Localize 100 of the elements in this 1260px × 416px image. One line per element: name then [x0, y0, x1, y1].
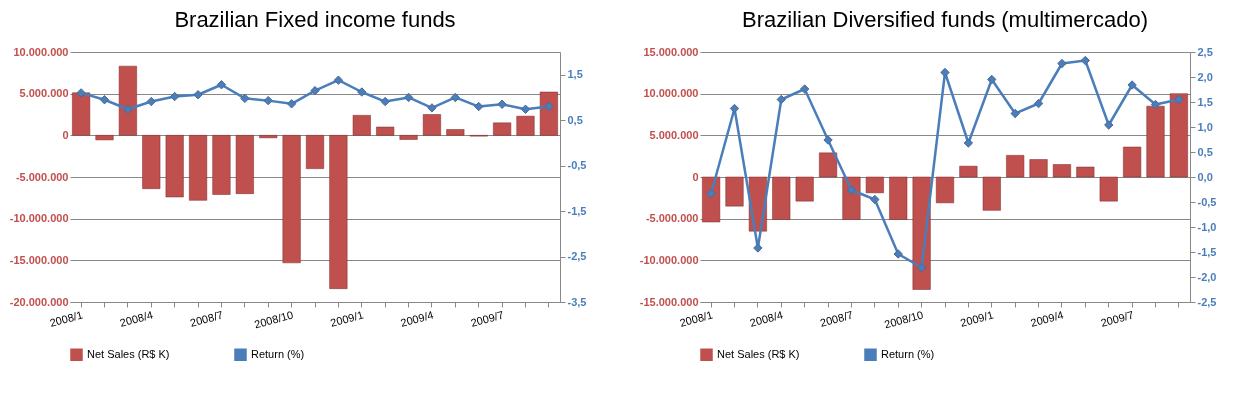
point	[846, 185, 857, 195]
y-tick-label: 0	[62, 128, 69, 141]
bar	[865, 176, 884, 194]
bar	[1099, 176, 1118, 202]
point	[216, 80, 227, 90]
y2-tick-label: -0,5	[567, 159, 587, 172]
point	[333, 75, 344, 85]
x-tick-label: 2008/1	[48, 308, 84, 329]
bar	[889, 176, 908, 220]
point	[893, 249, 903, 259]
point	[729, 103, 740, 114]
y2-tick-label: -2,5	[1197, 295, 1217, 308]
y2-tick-label: -2,0	[1197, 270, 1217, 283]
bar	[795, 176, 814, 202]
y-tick-label: -5.000.000	[645, 212, 699, 225]
point	[403, 92, 414, 103]
point	[99, 95, 110, 105]
y-tick-label: 5.000.000	[649, 128, 699, 141]
y-tick-label: -15.000.000	[639, 295, 699, 308]
y2-tick-label: 0,0	[1197, 170, 1213, 183]
bar	[399, 135, 418, 140]
bar	[819, 152, 838, 178]
y-tick-label: -5.000.000	[15, 170, 69, 183]
x-tick-label: 2009/4	[1029, 308, 1065, 329]
bar	[1029, 159, 1048, 178]
y2-tick-label: 2,0	[1197, 70, 1213, 83]
y2-tick-label: 2,5	[1197, 45, 1213, 58]
y-tick-label: 0	[692, 170, 699, 183]
point	[123, 104, 133, 114]
bar	[72, 92, 91, 136]
y2-tick-label: 1,0	[1197, 120, 1213, 133]
y2-tick-label: 1,5	[1197, 95, 1213, 108]
bar	[1006, 155, 1025, 178]
x-tick-label: 2009/1	[329, 308, 365, 329]
point	[1057, 58, 1067, 69]
chart-title: Brazilian Fixed income funds	[174, 7, 456, 32]
y-tick-label: 15.000.000	[643, 45, 699, 58]
chart-title: Brazilian Diversified funds (multimercado)	[742, 7, 1148, 32]
y2-tick-label: -1,5	[567, 204, 587, 217]
point	[450, 92, 461, 103]
x-tick-label: 2009/4	[399, 308, 435, 329]
legend-label: Return (%)	[881, 347, 935, 360]
point	[240, 93, 250, 104]
x-tick-label: 2009/7	[1099, 308, 1135, 329]
bar	[329, 135, 348, 289]
point	[146, 96, 156, 107]
point	[357, 87, 367, 97]
x-tick-label: 2009/1	[959, 308, 995, 329]
point	[263, 95, 273, 106]
point	[169, 91, 180, 102]
point	[520, 104, 531, 114]
bar	[235, 135, 254, 194]
point	[799, 84, 810, 94]
bar	[189, 135, 208, 201]
bar	[305, 135, 325, 169]
point	[76, 88, 86, 98]
point	[753, 243, 763, 253]
point	[1010, 108, 1020, 119]
y2-tick-label: 0,5	[1197, 145, 1213, 158]
point	[193, 90, 203, 100]
y-tick-label: 10.000.000	[13, 45, 69, 58]
point	[706, 188, 716, 199]
y2-tick-label: 1,5	[567, 68, 583, 81]
point	[1080, 55, 1091, 66]
point	[1104, 120, 1114, 130]
bar	[1076, 166, 1095, 178]
x-tick-label: 2008/7	[818, 308, 855, 329]
point	[987, 74, 997, 85]
bar	[118, 65, 137, 136]
bar	[1052, 164, 1071, 178]
point	[940, 67, 950, 78]
point	[544, 101, 554, 112]
point	[286, 99, 297, 109]
legend-label: Net Sales (R$ K)	[87, 347, 170, 360]
bar	[259, 135, 278, 139]
point	[963, 138, 974, 148]
x-tick-label: 2009/7	[469, 308, 505, 329]
bar	[959, 165, 978, 178]
point	[474, 101, 484, 112]
bar	[772, 176, 791, 220]
x-tick-label: 2008/1	[678, 308, 714, 329]
point	[1150, 99, 1161, 110]
point	[776, 94, 786, 105]
y2-tick-label: -1,0	[1197, 220, 1217, 233]
y-tick-label: -10.000.000	[639, 253, 699, 266]
y2-tick-label: -1,5	[1197, 245, 1217, 258]
bar	[1123, 146, 1142, 178]
bar	[352, 115, 371, 136]
bar	[95, 135, 114, 141]
bar	[422, 114, 441, 136]
bar	[165, 135, 184, 198]
y2-tick-label: -2,5	[567, 250, 587, 263]
point	[1127, 80, 1137, 90]
bar	[982, 176, 1001, 211]
y-tick-label: 5.000.000	[19, 87, 69, 100]
point	[380, 96, 390, 107]
bar	[212, 135, 231, 195]
bar	[282, 135, 301, 264]
point	[310, 85, 320, 96]
y-tick-label: -20.000.000	[9, 295, 69, 308]
